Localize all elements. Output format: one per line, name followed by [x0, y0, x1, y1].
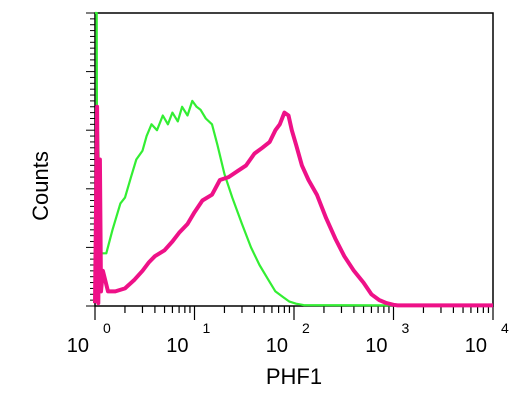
series-layer [93, 11, 493, 308]
x-axis-label: PHF1 [266, 364, 322, 389]
x-tick-label-exponent: 1 [203, 320, 211, 336]
series-line-1 [95, 11, 493, 307]
x-tick-label-base: 10 [266, 335, 288, 357]
series-line-2 [93, 104, 493, 308]
y-axis-label: Counts [28, 151, 53, 221]
x-axis-ticks [94, 306, 494, 320]
plot-frame [94, 12, 494, 307]
x-axis-tick-labels: 10 0 10 1 10 2 10 3 10 4 [67, 320, 509, 357]
x-tick-label-base: 10 [465, 335, 487, 357]
x-tick-label-base: 10 [365, 335, 387, 357]
x-tick-label-exponent: 4 [501, 320, 509, 336]
x-tick-label-base: 10 [166, 335, 188, 357]
x-tick-label-exponent: 0 [103, 320, 111, 336]
x-tick-label-exponent: 2 [302, 320, 310, 336]
x-tick-label-base: 10 [67, 335, 89, 357]
x-tick-label-exponent: 3 [402, 320, 410, 336]
